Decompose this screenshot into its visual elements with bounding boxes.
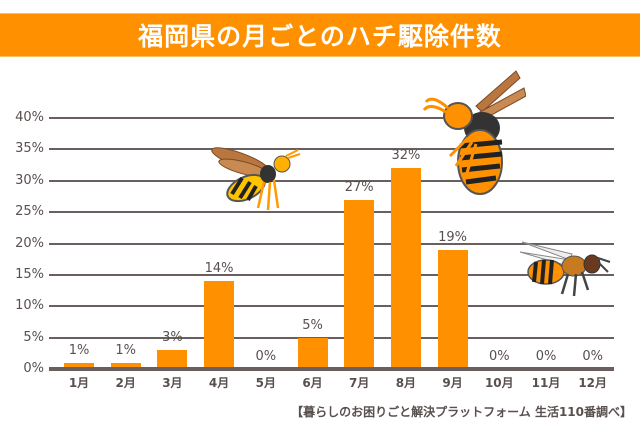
bar-1 (64, 362, 94, 369)
chart-title: 福岡県の月ごとのハチ駆除件数 (138, 22, 502, 51)
value-label: 0% (488, 349, 510, 364)
x-tick-label: 5月 (255, 376, 276, 390)
x-tick-label: 10月 (484, 376, 514, 390)
x-tick-label: 1月 (68, 376, 90, 390)
bar-2 (110, 362, 141, 369)
bar-3 (157, 350, 188, 369)
value-label: 32% (391, 148, 421, 164)
value-label: 14% (204, 261, 234, 277)
value-label: 19% (438, 229, 468, 245)
title-banner: 福岡県の月ごとのハチ駆除件数 (0, 13, 640, 57)
x-tick-label: 12月 (578, 376, 608, 390)
bar-8 (390, 168, 421, 369)
value-label: 1% (68, 342, 90, 358)
y-tick-label: 30% (15, 172, 44, 188)
value-label: 0% (255, 349, 277, 364)
gridline (49, 117, 614, 119)
bar-9 (437, 249, 468, 369)
y-tick-label: 10% (15, 298, 44, 314)
value-label: 1% (115, 342, 136, 358)
x-tick-label: 4月 (208, 376, 230, 390)
gridline (49, 336, 614, 339)
x-tick-label: 11月 (531, 376, 561, 390)
value-label: 0% (535, 349, 557, 364)
value-label: 3% (162, 330, 183, 346)
y-tick-label: 25% (15, 204, 44, 220)
gridline (49, 242, 614, 245)
x-axis-baseline (49, 367, 614, 371)
gridline (49, 273, 614, 276)
value-label: 5% (302, 317, 323, 333)
bar-7 (344, 199, 375, 369)
value-label: 27% (344, 179, 374, 195)
x-tick-label: 6月 (302, 376, 323, 390)
x-tick-label: 3月 (162, 376, 183, 390)
bar-6 (297, 337, 328, 369)
y-tick-label: 5% (23, 329, 44, 345)
y-tick-label: 15% (15, 266, 44, 282)
bar-4 (204, 281, 235, 369)
hornet-icon (422, 70, 526, 195)
gridline (49, 148, 614, 151)
source-note: 【暮らしのお困りごと解決プラットフォーム 生活110番調べ】 (291, 405, 632, 419)
gridline (49, 211, 614, 214)
bee-icon (519, 241, 611, 297)
x-tick-label: 9月 (442, 376, 463, 390)
x-tick-label: 2月 (115, 376, 136, 390)
y-tick-label: 40% (15, 110, 44, 125)
x-tick-label: 7月 (349, 376, 370, 390)
value-label: 0% (582, 349, 603, 364)
x-tick-label: 8月 (395, 376, 417, 390)
y-tick-label: 35% (15, 141, 44, 157)
gridline (49, 305, 614, 308)
y-tick-label: 20% (15, 235, 44, 251)
wasp-icon (211, 147, 301, 211)
gridline (49, 179, 614, 182)
y-tick-label: 0% (23, 361, 44, 376)
